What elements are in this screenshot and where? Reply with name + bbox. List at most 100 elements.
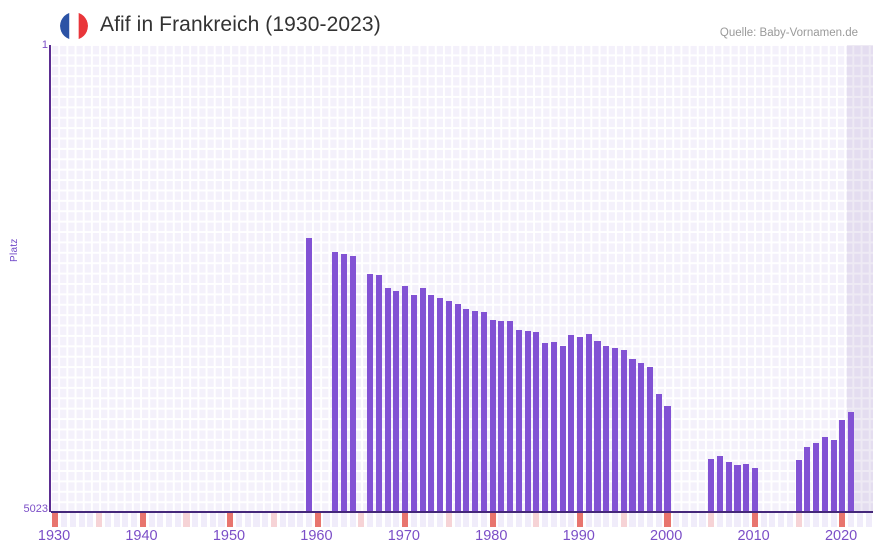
bar — [734, 465, 741, 511]
x-axis-tick — [751, 513, 758, 527]
x-axis-tick — [865, 513, 872, 527]
x-axis-tick — [804, 513, 811, 527]
bar — [848, 412, 855, 511]
bar — [524, 330, 531, 511]
x-axis-tick — [769, 513, 776, 527]
bar — [743, 464, 750, 511]
x-axis-tick — [375, 513, 382, 527]
bar — [830, 440, 837, 511]
bar — [576, 337, 584, 511]
x-axis-tick — [288, 513, 295, 527]
bar — [472, 311, 479, 511]
bar — [463, 309, 470, 511]
x-axis-tick — [358, 513, 365, 527]
x-axis-tick — [253, 513, 260, 527]
bar — [332, 251, 339, 511]
y-axis-tick-top: 1 — [41, 39, 48, 51]
x-axis-tick-label: 2000 — [650, 528, 683, 544]
x-axis-tick — [559, 513, 566, 527]
bar — [708, 458, 715, 511]
bar — [507, 321, 514, 511]
bar — [751, 468, 758, 511]
chart-header: Afif in Frankreich (1930-2023) Quelle: B… — [0, 0, 873, 44]
x-axis-tick — [760, 513, 767, 527]
bar — [646, 366, 654, 511]
x-axis-tick — [96, 513, 103, 527]
bar — [410, 294, 417, 511]
x-axis-tick-label: 1970 — [387, 528, 420, 544]
x-axis-tick — [716, 513, 724, 527]
x-axis-tick — [795, 513, 802, 527]
x-axis-tick — [585, 513, 592, 527]
x-axis-tick — [218, 513, 225, 527]
x-axis-tick — [227, 513, 234, 527]
x-axis-tick — [778, 513, 785, 527]
x-axis-tick — [402, 513, 409, 527]
x-axis-tick — [384, 513, 391, 527]
x-axis-tick — [305, 513, 313, 527]
x-axis-tick — [139, 513, 146, 527]
x-axis-tick — [576, 513, 584, 527]
x-axis-tick — [279, 513, 286, 527]
x-axis-tick — [52, 513, 59, 527]
grid-lines — [51, 45, 873, 511]
bar — [393, 290, 400, 511]
x-axis-labels: 1930 1940 1950 1960 1970 1980 1990 2000 2010 2020 — [0, 528, 873, 550]
x-axis-tick — [297, 513, 304, 527]
bar — [480, 312, 487, 511]
bar — [664, 405, 671, 511]
x-axis-tick — [148, 513, 155, 527]
x-axis-tick — [270, 513, 278, 527]
bar — [402, 286, 409, 511]
bar — [813, 442, 820, 511]
x-axis-tick-label: 1990 — [562, 528, 595, 544]
x-axis-tick — [262, 513, 269, 527]
bar — [454, 303, 461, 511]
x-axis-tick — [113, 513, 120, 527]
x-axis-tick-label: 1960 — [300, 528, 333, 544]
x-axis-tick — [122, 513, 129, 527]
bar — [655, 393, 662, 511]
x-axis-tick — [61, 513, 68, 527]
x-axis-tick — [174, 513, 181, 527]
x-axis-tick — [821, 513, 828, 527]
x-axis-tick — [480, 513, 487, 527]
x-axis-tick — [235, 513, 243, 527]
bar — [428, 295, 435, 511]
x-axis-tick-label: 1940 — [125, 528, 158, 544]
x-axis-tick — [78, 513, 85, 527]
x-axis-tick — [673, 513, 680, 527]
x-axis-tick — [157, 513, 164, 527]
x-axis-tick-strip — [51, 513, 873, 527]
x-axis-tick-label: 2010 — [737, 528, 770, 544]
x-axis-tick — [743, 513, 750, 527]
bar — [716, 455, 724, 511]
y-axis-line — [49, 45, 51, 512]
x-axis-tick — [332, 513, 339, 527]
x-axis-tick — [463, 513, 470, 527]
bar — [445, 301, 452, 511]
x-axis-tick — [445, 513, 452, 527]
x-axis-tick — [314, 513, 321, 527]
x-axis-tick — [708, 513, 715, 527]
x-axis-tick — [699, 513, 706, 527]
x-axis-tick — [87, 513, 94, 527]
flag-france-circle-icon — [60, 12, 88, 40]
x-axis-tick — [393, 513, 400, 527]
x-axis-tick — [244, 513, 251, 527]
x-axis-tick — [428, 513, 435, 527]
bar — [367, 274, 374, 511]
bar — [542, 342, 549, 511]
x-axis-tick — [437, 513, 444, 527]
y-axis-tick-bottom: 5023 — [23, 503, 48, 515]
bar — [375, 275, 382, 511]
plot-area — [51, 45, 873, 511]
x-axis-tick — [638, 513, 645, 527]
x-axis-tick — [340, 513, 347, 527]
x-axis-tick — [165, 513, 173, 527]
x-axis-tick — [489, 513, 496, 527]
bar — [821, 437, 828, 511]
bar — [533, 331, 540, 511]
page-title: Afif in Frankreich (1930-2023) — [100, 13, 381, 36]
x-axis-tick — [515, 513, 522, 527]
